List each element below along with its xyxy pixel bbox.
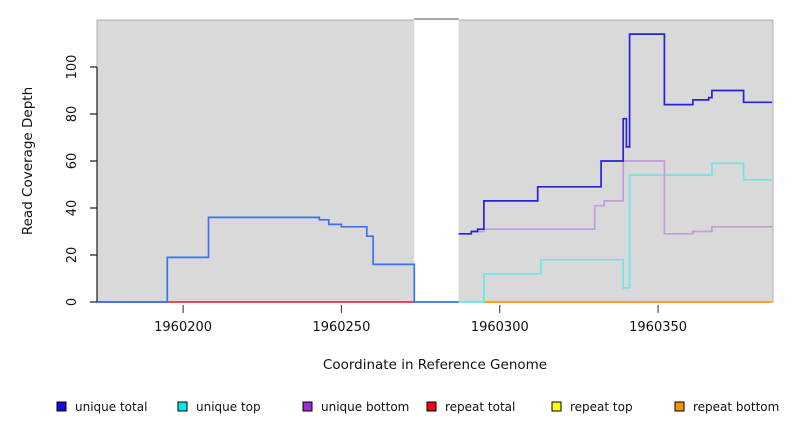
y-tick-label: 20 [65, 247, 80, 264]
plot-panel [96, 18, 774, 303]
series-line-unique-bottom [458, 160, 773, 235]
y-tick-label: 60 [65, 153, 80, 170]
y-tick-label: 100 [65, 55, 80, 80]
no-data-gap-band [414, 19, 459, 302]
x-tick-label: 1960250 [312, 320, 370, 335]
legend-label-unique-total: unique total [75, 400, 147, 414]
legend-label-repeat-total: repeat total [445, 400, 515, 414]
x-tick-label: 1960350 [629, 320, 687, 335]
series-line-unique-total-left-segment- [97, 216, 459, 303]
series-line-unique-top [458, 162, 773, 303]
legend-swatch-repeat-bottom [674, 401, 685, 412]
series-line-unique-total-right-segment- [458, 33, 773, 235]
y-axis-title: Read Coverage Depth [20, 87, 36, 235]
legend-swatch-unique-bottom [302, 401, 313, 412]
x-tick-label: 1960300 [471, 320, 529, 335]
x-axis-title: Coordinate in Reference Genome [323, 357, 547, 373]
legend-label-repeat-bottom: repeat bottom [693, 400, 779, 414]
legend-swatch-unique-total [56, 401, 67, 412]
y-tick-label: 40 [65, 200, 80, 217]
legend-label-unique-top: unique top [196, 400, 261, 414]
legend-label-unique-bottom: unique bottom [321, 400, 409, 414]
legend-swatch-repeat-top [551, 401, 562, 412]
legend-swatch-unique-top [177, 401, 188, 412]
legend-swatch-repeat-total [426, 401, 437, 412]
y-tick-label: 0 [65, 298, 80, 306]
axes: 0 20 40 60 80 100 1960200 1960250 1960300 1960350 [65, 55, 687, 335]
y-tick-label: 80 [65, 106, 80, 123]
legend: unique total unique top unique bottom repea… [56, 400, 779, 414]
legend-label-repeat-top: repeat top [570, 400, 633, 414]
x-tick-label: 1960200 [154, 320, 212, 335]
